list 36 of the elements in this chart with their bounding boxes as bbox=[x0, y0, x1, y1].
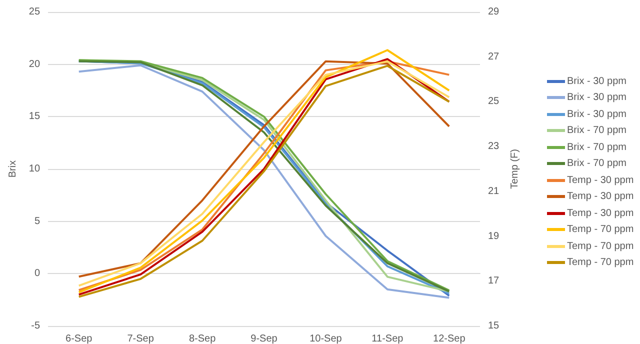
y-tick-label: 10 bbox=[28, 164, 40, 174]
y-tick-label: -5 bbox=[31, 320, 40, 332]
y2-tick-label: 27 bbox=[488, 51, 500, 62]
legend-label: Brix - 30 ppm bbox=[567, 92, 626, 103]
y-tick-label: 0 bbox=[34, 268, 40, 280]
y-axis-title: Brix bbox=[8, 160, 18, 178]
y2-tick-label: 23 bbox=[488, 141, 500, 152]
x-tick-label: 7-Sep bbox=[127, 334, 154, 344]
x-tick-label: 9-Sep bbox=[250, 334, 278, 344]
legend-label: Brix - 70 ppm bbox=[567, 125, 626, 136]
legend-label: Temp - 70 ppm bbox=[567, 240, 634, 252]
y2-tick-label: 19 bbox=[488, 230, 500, 242]
y2-tick-label: 25 bbox=[488, 96, 500, 108]
x-tick-label: 12-Sep bbox=[433, 334, 466, 344]
legend-label: Brix - 30 ppm bbox=[567, 76, 626, 86]
legend-label: Temp - 70 ppm bbox=[567, 224, 634, 235]
legend-label: Brix - 70 ppm bbox=[567, 142, 626, 152]
x-tick-label: 8-Sep bbox=[188, 334, 216, 344]
legend-label: Brix - 30 ppm bbox=[567, 108, 626, 120]
y2-tick-label: 21 bbox=[488, 186, 500, 197]
x-tick-label: 11-Sep bbox=[372, 334, 404, 344]
legend-label: Temp - 30 ppm bbox=[567, 208, 634, 218]
legend-label: Temp - 30 ppm bbox=[567, 191, 634, 202]
y2-tick-label: 29 bbox=[488, 6, 500, 18]
x-tick-label: 6-Sep bbox=[66, 334, 93, 344]
y2-tick-label: 17 bbox=[488, 276, 500, 287]
y-tick-label: 25 bbox=[28, 6, 40, 18]
y-tick-label: 5 bbox=[34, 216, 40, 227]
legend-label: Temp - 70 ppm bbox=[567, 257, 634, 268]
x-tick-label: 10-Sep bbox=[310, 334, 342, 344]
y2-axis-title: Temp (F) bbox=[510, 149, 521, 189]
y2-tick-label: 15 bbox=[488, 320, 500, 332]
legend-label: Brix - 70 ppm bbox=[567, 158, 626, 169]
y-tick-label: 15 bbox=[28, 111, 40, 122]
legend-label: Temp - 30 ppm bbox=[567, 174, 634, 186]
y-tick-label: 20 bbox=[28, 58, 40, 70]
